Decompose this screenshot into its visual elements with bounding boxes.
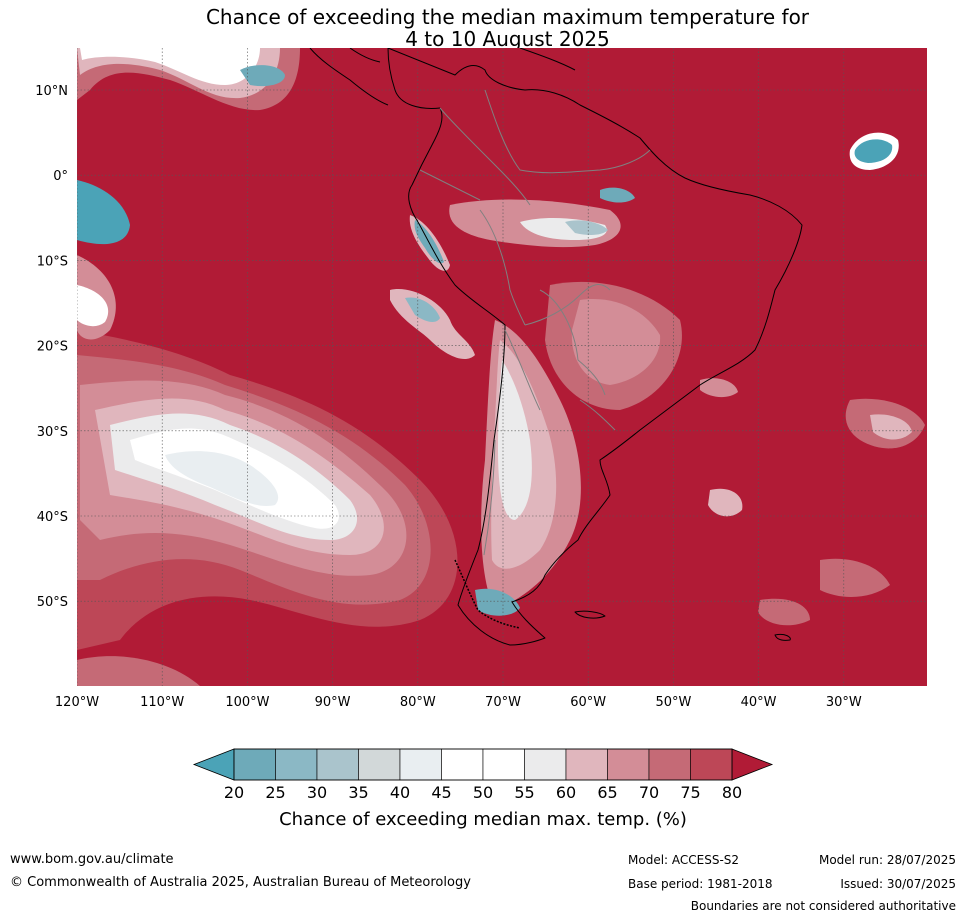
falklands-coastline	[574, 610, 606, 619]
map-title-line2: 4 to 10 August 2025	[405, 27, 610, 51]
colorbar-segment	[358, 748, 401, 781]
field-offshore-30-region	[405, 297, 440, 322]
lat-tick-label: 10°N	[35, 84, 68, 99]
field-andes-55-region	[498, 360, 532, 520]
map-area	[77, 48, 927, 686]
longitude-labels: 120°W 110°W 100°W 90°W 80°W 70°W 60°W 50°W 40°W 3…	[55, 695, 862, 710]
colorbar-extend-high-arrow	[731, 748, 774, 781]
website-link[interactable]: www.bom.gov.au/climate	[10, 852, 174, 867]
lon-tick-label: 90°W	[315, 695, 351, 710]
latitude-labels: 10°N 0° 10°S 20°S 30°S 40°S 50°S	[35, 84, 68, 610]
colorbar-tick-label: 60	[556, 783, 576, 802]
lon-tick-label: 120°W	[55, 695, 99, 710]
field-nw-50-region	[80, 48, 260, 85]
field-s-patch-3	[758, 598, 810, 626]
field-patagonia-25-region	[475, 588, 520, 616]
field-guyana-25-region	[600, 187, 635, 203]
colorbar-tick-label: 20	[224, 783, 244, 802]
border-3	[419, 169, 481, 201]
field-e-20-region	[854, 139, 893, 163]
colorbar-tick-label: 30	[307, 783, 327, 802]
central-america-coastline	[309, 48, 389, 106]
base-period-label: Base period: 1981-2018	[628, 877, 773, 891]
border-4	[479, 209, 526, 326]
colorbar-tick-label: 55	[514, 783, 534, 802]
lon-tick-label: 70°W	[485, 695, 521, 710]
lat-tick-label: 30°S	[37, 425, 68, 440]
field-s-patch-2	[820, 558, 890, 597]
colorbar-segment	[648, 748, 691, 781]
colorbar-tick-label: 50	[473, 783, 493, 802]
coastlines	[309, 48, 803, 646]
colorbar-segment	[565, 748, 608, 781]
lon-tick-label: 50°W	[655, 695, 691, 710]
colorbar-segment	[399, 748, 442, 781]
border-2	[484, 89, 651, 174]
lon-tick-label: 30°W	[826, 695, 862, 710]
colorbar-extend-low-arrow	[192, 748, 235, 781]
issued-label: Issued: 30/07/2025	[840, 877, 956, 891]
border-8	[579, 399, 616, 431]
lon-tick-label: 40°W	[741, 695, 777, 710]
lat-tick-label: 10°S	[37, 254, 68, 269]
field-peru-25-region	[414, 220, 444, 264]
colorbar-tick-labels: 20 25 30 35 40 45 50 55 60 65 70 75 80	[224, 783, 742, 802]
model-run-label: Model run: 28/07/2025	[818, 853, 956, 867]
copyright-text: © Commonwealth of Australia 2025, Austra…	[10, 875, 471, 890]
field-nw-25-region	[240, 65, 285, 87]
lat-tick-label: 50°S	[37, 595, 68, 610]
field-45-region	[165, 451, 279, 506]
colorbar-segment	[316, 748, 359, 781]
field-sa-patch-3	[870, 414, 912, 440]
lon-tick-label: 60°W	[570, 695, 606, 710]
lon-tick-label: 110°W	[140, 695, 184, 710]
colorbar-tick-label: 45	[431, 783, 451, 802]
colorbar-segment	[275, 748, 318, 781]
colorbar-frame	[233, 748, 733, 781]
model-label: Model: ACCESS-S2	[628, 853, 740, 867]
colorbar-segment	[690, 748, 733, 781]
colorbar-segment	[441, 748, 484, 781]
caribbean-coastline	[519, 48, 576, 71]
lat-tick-label: 20°S	[37, 340, 68, 355]
mexico-coastline	[349, 48, 381, 63]
border-chile-argentina	[483, 439, 496, 556]
lat-tick-label: 40°S	[37, 510, 68, 525]
colorbar: 20 25 30 35 40 45 50 55 60 65 70 75 80 Chance of exc…	[192, 748, 774, 830]
colorbar-tick-label: 25	[265, 783, 285, 802]
lat-tick-label: 0°	[53, 169, 68, 184]
border-6	[539, 289, 606, 396]
colorbar-tick-label: 70	[639, 783, 659, 802]
colorbar-segment	[524, 748, 567, 781]
colorbar-segments	[233, 748, 733, 781]
colorbar-title: Chance of exceeding median max. temp. (%…	[279, 809, 687, 830]
field-sa-patch-4	[708, 488, 743, 517]
colorbar-segment	[607, 748, 650, 781]
map-title-line1: Chance of exceeding the median maximum t…	[205, 5, 810, 29]
south-america-coastline	[387, 48, 803, 646]
colorbar-tick-label: 65	[597, 783, 617, 802]
colorbar-segment	[233, 748, 276, 781]
field-w-50-region	[77, 285, 109, 327]
colorbar-tick-label: 75	[680, 783, 700, 802]
border-5	[524, 284, 611, 326]
south-georgia-coastline	[774, 634, 791, 641]
border-7	[504, 329, 541, 411]
field-s-patch-1	[77, 656, 200, 686]
lon-tick-label: 80°W	[400, 695, 436, 710]
colorbar-tick-label: 35	[348, 783, 368, 802]
country-borders	[419, 89, 651, 556]
disclaimer-text: Boundaries are not considered authoritat…	[690, 899, 956, 913]
field-amazon-35-region	[565, 220, 608, 235]
border-1	[439, 107, 531, 206]
lon-tick-label: 100°W	[225, 695, 269, 710]
colorbar-tick-label: 80	[722, 783, 742, 802]
chile-fjords-coastline	[454, 559, 521, 629]
field-w-20-region	[77, 180, 130, 245]
field-brazil-65-region	[571, 299, 661, 385]
field-sa-patch-1	[700, 378, 738, 398]
colorbar-segment	[482, 748, 525, 781]
colorbar-tick-label: 40	[390, 783, 410, 802]
